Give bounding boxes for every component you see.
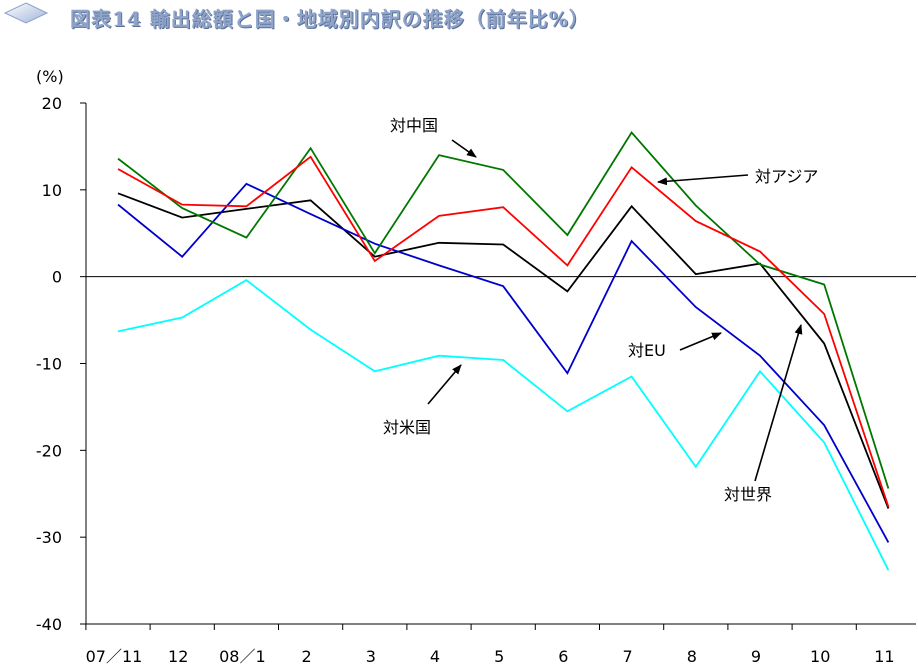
y-axis-unit-label: (%): [36, 67, 64, 86]
chart-title: 図表14 輸出総額と国・地域別内訳の推移（前年比%）: [70, 7, 590, 31]
x-tick-label: 11: [874, 647, 894, 664]
x-tick-label: 10: [810, 647, 830, 664]
annotation-label-1: 対アジア: [755, 167, 818, 186]
series-line-1: [117, 279, 890, 571]
axes: [80, 102, 916, 630]
series-lines: [117, 130, 890, 571]
x-tick-label: 6: [558, 647, 568, 664]
annotation-label-2: 対EU: [628, 341, 666, 360]
series-line-0: [117, 192, 890, 509]
x-tick-label: 7: [623, 647, 633, 664]
annotation-label-4: 対世界: [724, 485, 772, 504]
series-line-4: [117, 155, 890, 508]
x-tick-label: 12: [168, 647, 188, 664]
annotation-arrow-4: [754, 324, 803, 482]
series-line-3: [117, 130, 890, 489]
annotation-arrow-0: [451, 139, 477, 158]
annotation-label-0: 対中国: [390, 116, 438, 135]
x-tick-label: 9: [751, 647, 761, 664]
y-tick-label: 10: [42, 181, 62, 200]
x-tick-label: 3: [366, 647, 376, 664]
x-tick-label: 07／11: [86, 647, 143, 664]
annotation-arrow-1: [657, 174, 749, 186]
annotation-arrow-3: [427, 364, 462, 405]
y-tick-label: -20: [36, 441, 62, 460]
annotation-arrow-2: [679, 332, 722, 351]
y-tick-label: -40: [36, 615, 62, 634]
y-tick-labels: 20 10 0 -10 -20 -30 -40: [36, 94, 62, 634]
diamond-icon: [4, 2, 48, 24]
header: 図表14 輸出総額と国・地域別内訳の推移（前年比%）: [0, 0, 918, 40]
x-tick-label: 5: [494, 647, 504, 664]
x-tick-label: 08／1: [219, 647, 266, 664]
x-tick-label: 4: [430, 647, 440, 664]
x-tick-label: 8: [687, 647, 697, 664]
y-tick-label: 0: [52, 268, 62, 287]
x-tick-label: 2: [302, 647, 312, 664]
y-tick-label: -10: [36, 355, 62, 374]
y-tick-label: 20: [42, 94, 62, 113]
annotation-label-3: 対米国: [383, 418, 431, 437]
series-line-2: [117, 182, 890, 543]
x-tick-labels: 07／11 12 08／1 2 3 4 5 6 7 8 9 10 11: [86, 647, 895, 664]
y-tick-label: -30: [36, 528, 62, 547]
